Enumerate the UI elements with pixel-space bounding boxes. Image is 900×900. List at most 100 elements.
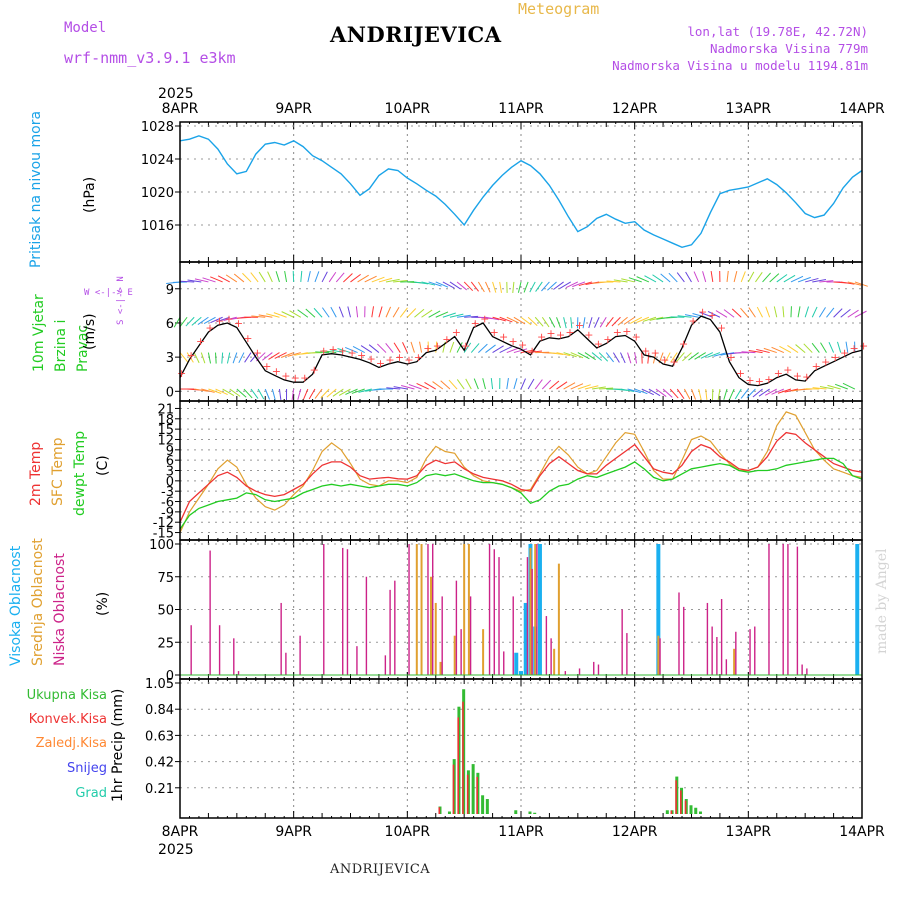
wind-arrow	[337, 348, 351, 354]
wind-arrow	[642, 316, 657, 322]
wind-arrow	[264, 388, 270, 400]
precip-total-bar	[471, 764, 475, 814]
wind-speed-marker: +	[385, 353, 394, 366]
wind-speed-marker: +	[764, 373, 773, 386]
wind-arrow	[660, 273, 671, 283]
cloud-low-bar	[469, 596, 472, 675]
precip-total-bar	[481, 795, 485, 814]
wind-arrow	[662, 388, 673, 398]
cloud-low-bar	[190, 625, 192, 675]
wind-arrow	[305, 308, 316, 318]
wind-arrow	[677, 315, 692, 318]
wind-arrow	[756, 306, 763, 318]
cloud-low-bar	[593, 661, 595, 675]
wind-arrow	[765, 306, 771, 318]
time-label-bottom: 13APR	[726, 824, 772, 840]
wind-arrow	[517, 281, 522, 293]
wind-speed-marker: +	[452, 326, 461, 339]
y-tick-label: 6	[166, 317, 174, 332]
cloud-low-bar	[621, 609, 623, 675]
wind-speed-marker: +	[366, 352, 375, 365]
wind-arrow	[797, 276, 811, 283]
wind-arrow	[685, 271, 692, 283]
y-tick-label: 6	[166, 454, 174, 469]
wind-speed-marker: +	[632, 331, 641, 344]
time-label-top: 12APR	[612, 101, 658, 117]
wind-arrow	[762, 272, 771, 283]
wind-arrow	[251, 315, 266, 318]
wind-arrow	[731, 308, 742, 318]
wind-arrow	[321, 271, 328, 283]
wind-arrow	[456, 379, 465, 390]
wind-arrow	[506, 347, 520, 354]
precip-total-bar	[694, 807, 698, 814]
wind-arrow	[707, 311, 721, 318]
wind-arrow	[185, 316, 195, 327]
wind-arrow	[419, 341, 423, 353]
wind-arrow	[410, 341, 415, 353]
cloud-mid-bar	[482, 629, 485, 675]
wind-arrow	[233, 273, 245, 283]
cloud-mid-bar	[553, 648, 556, 675]
wind-arrow	[636, 276, 650, 283]
precip-total-bar	[698, 811, 702, 814]
wind-arrow	[406, 308, 417, 318]
wind-arrow	[787, 344, 799, 353]
wind-arrow	[421, 309, 433, 318]
wind-arrow	[702, 271, 707, 283]
wind-arrow	[294, 352, 308, 356]
wind-arrow	[201, 388, 215, 393]
cloud-low-bar	[545, 616, 548, 675]
wind-arrow	[274, 352, 287, 359]
precip-total-bar	[447, 811, 451, 814]
wind-arrow	[377, 343, 387, 353]
cloud-low-bar	[526, 557, 529, 675]
wind-arrow	[599, 387, 614, 390]
wind-speed-marker: +	[357, 349, 366, 362]
wind-speed-marker: +	[840, 347, 849, 360]
y-tick-label: 1016	[141, 219, 174, 234]
wind-arrow	[652, 274, 664, 283]
wind-speed-marker: +	[812, 360, 821, 373]
wind-arrow	[520, 349, 535, 354]
y-tick-label: 100	[149, 538, 174, 553]
cloud-low-bar	[427, 544, 429, 675]
wind-arrow	[320, 388, 330, 399]
cloud-low-bar	[498, 557, 500, 675]
cloud-mid-bar	[434, 602, 437, 675]
y-tick-label: 3	[166, 465, 174, 480]
wind-arrow	[371, 276, 385, 283]
y-tick-label: 25	[157, 636, 174, 651]
wind-arrow	[559, 281, 571, 290]
wind-arrow	[210, 316, 223, 324]
wind-arrow	[553, 281, 564, 290]
wind-arrow	[329, 349, 344, 354]
time-label-top: 14APR	[839, 101, 885, 117]
wind-arrow	[847, 281, 862, 286]
cloud-low-bar	[218, 625, 221, 675]
y-tick-label: 15	[157, 423, 174, 438]
wind-arrow	[837, 341, 842, 353]
wind-speed-marker: +	[689, 315, 698, 328]
y-tick-label: 1.05	[145, 677, 174, 692]
cloud-low-bar	[578, 668, 581, 675]
wind-speed-marker: +	[603, 333, 612, 346]
wind-arrow	[698, 388, 702, 400]
wind-arrow	[563, 352, 577, 358]
wind-arrow	[691, 388, 697, 400]
y-tick-label: 0	[166, 475, 174, 490]
wind-arrow	[683, 388, 691, 400]
wind-speed-marker: +	[461, 340, 470, 353]
cloud-low-bar	[384, 655, 387, 675]
wind-arrow	[449, 313, 464, 318]
wind-arrow	[591, 352, 603, 361]
wind-arrow	[668, 272, 678, 283]
cloud-mid-bar	[557, 563, 560, 675]
wind-arrow	[499, 316, 513, 323]
precip-conv-bar	[675, 780, 677, 814]
wind-arrow	[577, 352, 590, 360]
wind-arrow	[289, 310, 302, 318]
wind-arrow	[570, 317, 573, 329]
wind-arrow	[585, 281, 600, 285]
wind-speed-marker: +	[755, 375, 764, 388]
